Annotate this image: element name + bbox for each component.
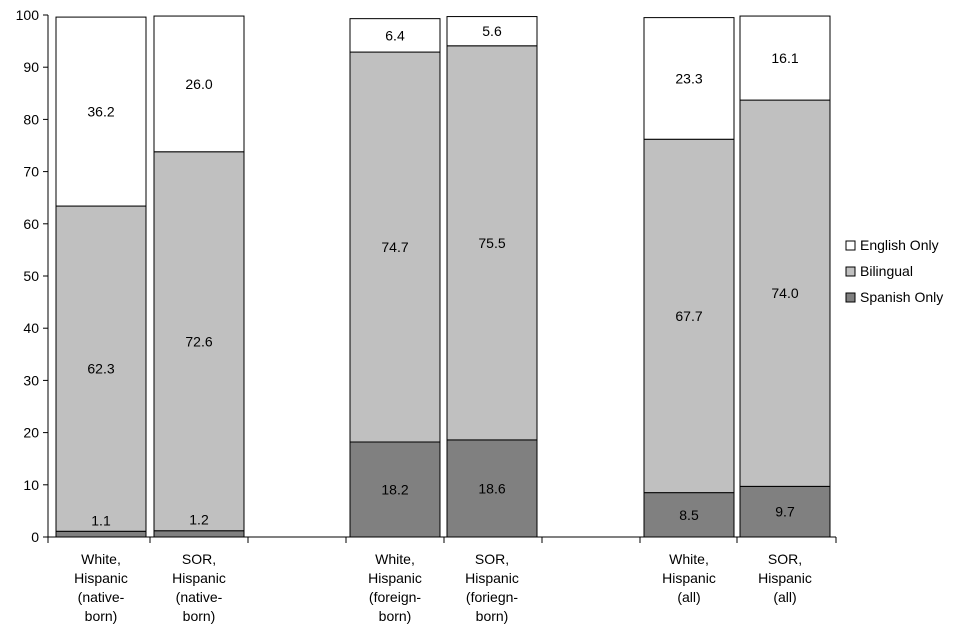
y-tick-label-20: 20 <box>23 425 39 441</box>
data-label-bilingual-2: 74.7 <box>381 239 408 255</box>
data-label-spanish-only-3: 18.6 <box>478 480 505 496</box>
y-tick-label-100: 100 <box>16 7 40 23</box>
data-label-spanish-only-4: 8.5 <box>679 507 699 523</box>
x-category-label-3: SOR, Hispanic (foriegn-born) <box>465 551 519 624</box>
bar-segment-bilingual-3 <box>446 45 538 441</box>
bar-segment-english-only-4 <box>643 17 735 140</box>
data-label-english-only-1: 26.0 <box>185 76 212 92</box>
data-label-english-only-0: 36.2 <box>87 104 114 120</box>
y-tick-label-40: 40 <box>23 320 39 336</box>
data-label-english-only-3: 5.6 <box>482 23 502 39</box>
data-label-bilingual-3: 75.5 <box>478 235 505 251</box>
bar-segment-spanish-only-3 <box>446 439 538 538</box>
legend-label-bilingual: Bilingual <box>860 263 913 279</box>
data-label-spanish-only-5: 9.7 <box>775 504 795 520</box>
data-label-bilingual-0: 62.3 <box>87 361 114 377</box>
y-tick-label-70: 70 <box>23 164 39 180</box>
bar-segment-english-only-5 <box>739 15 831 101</box>
legend-swatch-bilingual <box>845 266 856 277</box>
bar-segment-spanish-only-2 <box>349 441 441 538</box>
y-tick-label-10: 10 <box>23 477 39 493</box>
data-label-spanish-only-0: 1.1 <box>91 512 111 528</box>
x-category-label-0: White, Hispanic (native-born) <box>74 551 128 624</box>
bar-segment-english-only-0 <box>55 16 147 207</box>
bar-segment-english-only-3 <box>446 16 538 47</box>
bar-segment-bilingual-5 <box>739 99 831 487</box>
data-label-bilingual-4: 67.7 <box>675 308 702 324</box>
x-category-label-2: White, Hispanic (foreign-born) <box>368 551 422 624</box>
bar-segment-spanish-only-1 <box>153 530 245 538</box>
bar-segment-bilingual-0 <box>55 205 147 532</box>
y-tick-label-0: 0 <box>31 529 39 545</box>
y-tick-label-80: 80 <box>23 111 39 127</box>
legend-swatch-english-only <box>845 240 856 251</box>
x-category-label-5: SOR, Hispanic (all) <box>758 551 812 605</box>
bar-segment-bilingual-4 <box>643 138 735 494</box>
data-labels-layer: 1.1 62.3 36.2 1.2 72.6 26.0 18.2 74.7 6.4 18.6 75.… <box>87 23 798 528</box>
bar-segment-bilingual-2 <box>349 51 441 443</box>
data-label-english-only-2: 6.4 <box>385 27 405 43</box>
x-category-label-4: White, Hispanic (all) <box>662 551 716 605</box>
y-tick-label-60: 60 <box>23 216 39 232</box>
bars-layer <box>55 15 831 538</box>
y-tick-label-50: 50 <box>23 268 39 284</box>
data-label-spanish-only-1: 1.2 <box>189 512 209 528</box>
y-tick-label-30: 30 <box>23 372 39 388</box>
data-label-english-only-5: 16.1 <box>771 50 798 66</box>
legend-label-spanish-only: Spanish Only <box>860 289 943 305</box>
y-tick-label-90: 90 <box>23 59 39 75</box>
data-label-english-only-4: 23.3 <box>675 70 702 86</box>
axes-layer: 0 10 20 30 40 50 60 70 80 90 100 White, Hispanic (nat… <box>16 7 837 624</box>
legend-label-english-only: English Only <box>860 237 939 253</box>
bar-segment-spanish-only-0 <box>55 530 147 538</box>
data-label-bilingual-5: 74.0 <box>771 285 798 301</box>
data-label-bilingual-1: 72.6 <box>185 333 212 349</box>
legend-swatch-spanish-only <box>845 292 856 303</box>
bar-segment-spanish-only-4 <box>643 492 735 538</box>
bar-segment-english-only-1 <box>153 15 245 153</box>
bar-segment-english-only-2 <box>349 18 441 53</box>
legend: English Only Bilingual Spanish Only <box>845 237 943 305</box>
data-label-spanish-only-2: 18.2 <box>381 481 408 497</box>
x-category-label-1: SOR, Hispanic (native-born) <box>172 551 226 624</box>
